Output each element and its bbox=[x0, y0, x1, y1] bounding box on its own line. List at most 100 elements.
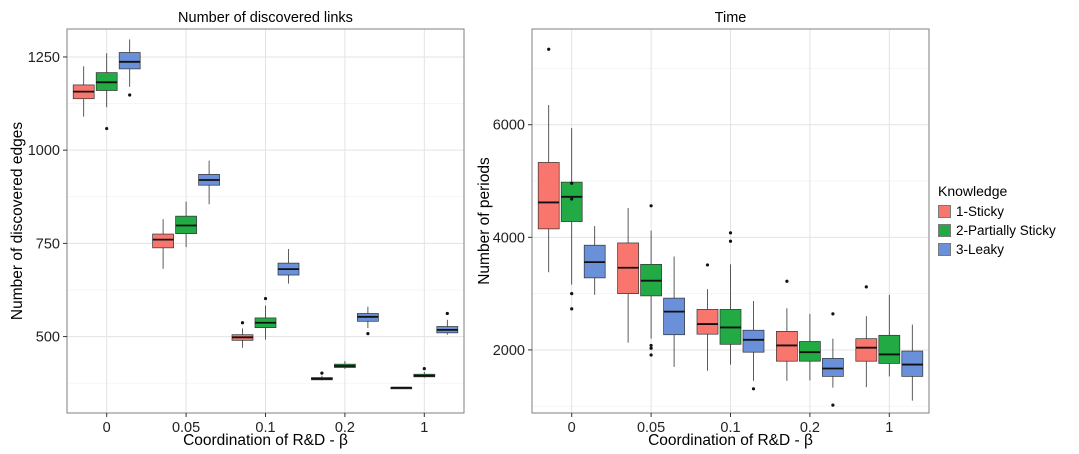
panel-discovered-links: 500 750 1000 1250 0 0.05 0.1 0.2 1 Number of disc… bbox=[9, 10, 465, 449]
x-axis-label: Coordination of R&D - β bbox=[648, 432, 813, 449]
box-leaky-0 bbox=[118, 39, 141, 97]
legend-item-sticky: 1-Sticky bbox=[938, 202, 1056, 221]
x-tick-label: 0.05 bbox=[172, 420, 200, 436]
x-tick-label: 0 bbox=[568, 420, 576, 436]
x-tick-label: 1 bbox=[420, 420, 428, 436]
box-leaky-3 bbox=[357, 306, 379, 336]
x-tick-label: 0.1 bbox=[720, 420, 740, 436]
legend: Knowledge 1-Sticky 2-Partially Sticky 3-… bbox=[938, 183, 1056, 259]
outlier-point bbox=[751, 387, 756, 391]
box-body bbox=[742, 329, 765, 353]
box-body bbox=[822, 358, 844, 377]
box-partially-sticky-3 bbox=[334, 361, 356, 370]
outlier-point bbox=[570, 307, 574, 311]
outlier-point bbox=[705, 263, 710, 267]
box-partially-sticky-4 bbox=[878, 294, 901, 377]
box-partially-sticky-2 bbox=[719, 231, 742, 365]
box-body bbox=[878, 334, 901, 364]
outlier-point bbox=[320, 371, 324, 375]
outlier-point bbox=[649, 346, 653, 350]
x-tick-label: 0 bbox=[103, 420, 111, 436]
box-partially-sticky-1 bbox=[640, 204, 662, 357]
outlier-point bbox=[831, 312, 835, 316]
outlier-point bbox=[547, 47, 551, 51]
legend-label-sticky: 1-Sticky bbox=[956, 204, 1005, 219]
legend-swatch-partially-sticky bbox=[938, 224, 951, 237]
box-partially-sticky-0 bbox=[95, 53, 118, 131]
outlier-point bbox=[105, 126, 109, 131]
box-partially-sticky-2 bbox=[254, 296, 277, 340]
y-tick-label: 1250 bbox=[28, 50, 60, 66]
box-body bbox=[696, 309, 719, 335]
legend-label-leaky: 3-Leaky bbox=[956, 242, 1005, 257]
outlier-point bbox=[366, 331, 370, 336]
box-body bbox=[855, 338, 878, 362]
box-partially-sticky-3 bbox=[799, 313, 821, 381]
box-body bbox=[663, 297, 685, 336]
outlier-point bbox=[649, 204, 653, 208]
chart-title: Time bbox=[715, 10, 747, 26]
box-leaky-2 bbox=[277, 248, 300, 284]
y-tick-label: 1000 bbox=[28, 143, 60, 159]
outlier-point bbox=[728, 239, 733, 243]
outlier-point bbox=[570, 292, 574, 296]
box-sticky-1 bbox=[152, 219, 174, 269]
y-tick-label: 4000 bbox=[493, 230, 525, 246]
outlier-point bbox=[864, 285, 868, 289]
box-leaky-1 bbox=[663, 256, 685, 367]
legend-title: Knowledge bbox=[938, 183, 1008, 199]
box-leaky-1 bbox=[198, 160, 220, 205]
box-sticky-2 bbox=[231, 321, 254, 348]
y-axis-label: Number of periods bbox=[476, 157, 493, 285]
outlier-point bbox=[728, 231, 733, 235]
legend-item-leaky: 3-Leaky bbox=[938, 240, 1056, 259]
y-tick-label: 2000 bbox=[493, 343, 525, 359]
box-partially-sticky-0 bbox=[560, 128, 583, 311]
outlier-point bbox=[831, 403, 835, 407]
outlier-point bbox=[570, 197, 574, 201]
box-sticky-0 bbox=[72, 66, 95, 117]
x-tick-label: 1 bbox=[885, 420, 893, 436]
x-tick-label: 0.1 bbox=[255, 420, 275, 436]
outlier-point bbox=[422, 367, 426, 371]
box-partially-sticky-1 bbox=[175, 201, 197, 248]
box-leaky-4 bbox=[901, 324, 924, 401]
box-body bbox=[537, 162, 560, 230]
box-sticky-2 bbox=[696, 263, 719, 371]
outlier-point bbox=[649, 343, 653, 348]
y-tick-label: 6000 bbox=[493, 118, 525, 134]
box-sticky-0 bbox=[537, 47, 560, 273]
box-leaky-4 bbox=[436, 311, 459, 335]
legend-swatch-sticky bbox=[938, 205, 951, 218]
box-leaky-3 bbox=[822, 312, 844, 407]
box-partially-sticky-4 bbox=[413, 367, 436, 378]
legend-item-partially-sticky: 2-Partially Sticky bbox=[938, 221, 1056, 240]
x-tick-label: 0.2 bbox=[800, 420, 820, 436]
box-sticky-3 bbox=[776, 279, 798, 381]
outlier-point bbox=[649, 353, 653, 357]
panel-time: 2000 4000 6000 0 0.05 0.1 0.2 1 Time Coordination… bbox=[476, 10, 930, 449]
y-axis-label: Number of discovered edges bbox=[9, 122, 26, 320]
y-tick-label: 500 bbox=[36, 330, 60, 346]
outlier-point bbox=[445, 311, 449, 316]
x-tick-label: 0.2 bbox=[335, 420, 355, 436]
y-tick-label: 750 bbox=[36, 236, 60, 252]
box-sticky-1 bbox=[617, 208, 639, 343]
x-tick-label: 0.05 bbox=[637, 420, 665, 436]
box-sticky-3 bbox=[311, 371, 333, 381]
outlier-point bbox=[785, 279, 789, 283]
box-body bbox=[118, 52, 141, 70]
box-body bbox=[560, 181, 583, 222]
outlier-point bbox=[263, 296, 268, 301]
box-sticky-4 bbox=[855, 285, 878, 388]
box-leaky-2 bbox=[742, 300, 765, 391]
box-body bbox=[152, 233, 174, 249]
legend-label-partially-sticky: 2-Partially Sticky bbox=[956, 223, 1056, 238]
chart-title: Number of discovered links bbox=[178, 10, 353, 26]
outlier-point bbox=[128, 93, 132, 97]
box-leaky-0 bbox=[583, 226, 606, 295]
box-sticky-4 bbox=[390, 386, 413, 390]
legend-swatch-leaky bbox=[938, 243, 951, 256]
outlier-point bbox=[570, 181, 574, 185]
